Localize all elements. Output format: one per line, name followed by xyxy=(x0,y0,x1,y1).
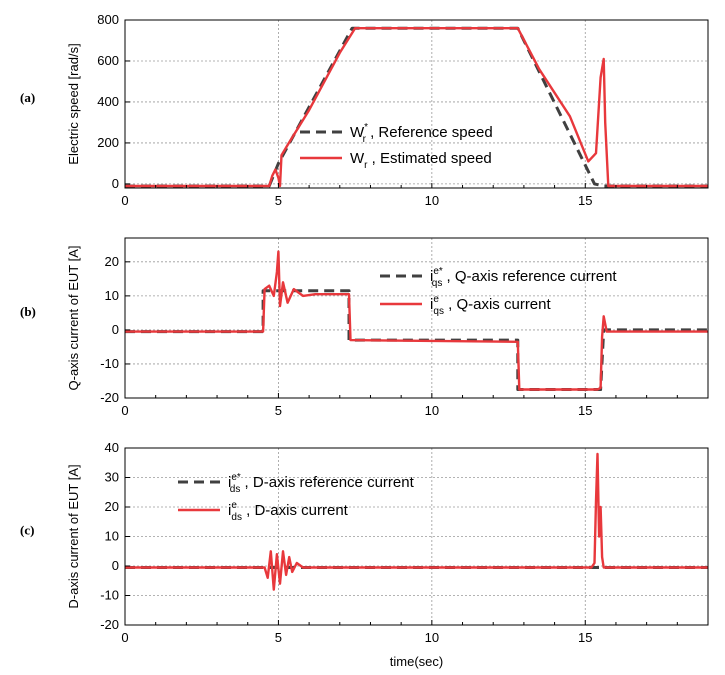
x-tick-label: 10 xyxy=(425,630,439,645)
legend: ie* qs , Q-axis reference current ie qs , Q… xyxy=(380,266,617,317)
series-line-2 xyxy=(125,27,708,188)
panel-b: 0 5 10 15 -20 -10 0 10 20 Q-axis current of EUT [… xyxy=(20,237,709,418)
series-line-2 xyxy=(125,452,708,591)
x-tick-label: 5 xyxy=(275,403,282,418)
legend-entry: Wr , Estimated speed xyxy=(350,150,492,171)
y-tick-label: 40 xyxy=(105,440,119,455)
x-tick-label: 15 xyxy=(578,403,592,418)
legend-entry: ie* ds , D-axis reference current xyxy=(228,472,415,495)
y-tick-label: 10 xyxy=(105,288,119,303)
y-axis-label: D-axis current of EUT [A] xyxy=(66,464,81,608)
legend-entry: ie qs , Q-axis current xyxy=(430,294,551,317)
panel-label: (c) xyxy=(20,523,34,538)
y-tick-label: 20 xyxy=(105,499,119,514)
y-tick-label: 20 xyxy=(105,254,119,269)
y-tick-label: 0 xyxy=(112,322,119,337)
y-tick-label: -10 xyxy=(100,356,119,371)
y-tick-label: -20 xyxy=(100,617,119,632)
y-tick-label: 0 xyxy=(112,558,119,573)
y-tick-label: -10 xyxy=(100,588,119,603)
y-tick-label: 400 xyxy=(97,94,119,109)
legend-entry: W* r , Reference speed xyxy=(350,122,493,145)
y-axis-label: Electric speed [rad/s] xyxy=(66,43,81,164)
y-tick-label: 600 xyxy=(97,53,119,68)
series-line-2 xyxy=(125,250,708,391)
y-tick-label: 10 xyxy=(105,529,119,544)
x-tick-label: 5 xyxy=(275,193,282,208)
y-tick-label: 30 xyxy=(105,470,119,485)
x-axis-label: time(sec) xyxy=(390,654,443,669)
y-tick-label: -20 xyxy=(100,390,119,405)
x-tick-label: 15 xyxy=(578,630,592,645)
plot-frame xyxy=(124,447,709,626)
plot-frame xyxy=(124,19,709,189)
y-tick-label: 800 xyxy=(97,12,119,27)
y-axis-label: Q-axis current of EUT [A] xyxy=(66,246,81,391)
legend-entry: ie* qs , Q-axis reference current xyxy=(430,266,617,289)
plot-frame xyxy=(124,237,709,399)
panel-c: 0 5 10 15 -20 -10 0 10 20 30 40 D-axis current of E… xyxy=(20,440,709,669)
legend: ie* ds , D-axis reference current ie ds , D… xyxy=(178,472,415,523)
x-tick-label: 5 xyxy=(275,630,282,645)
panel-label: (a) xyxy=(20,90,35,105)
panel-a: 0 5 10 15 0 200 400 600 800 Electric speed [rad/s… xyxy=(20,12,709,208)
x-tick-label: 0 xyxy=(121,630,128,645)
y-tick-label: 200 xyxy=(97,135,119,150)
panel-label: (b) xyxy=(20,304,36,319)
y-tick-label: 0 xyxy=(112,176,119,191)
x-tick-label: 0 xyxy=(121,403,128,418)
x-tick-label: 10 xyxy=(425,193,439,208)
x-tick-label: 15 xyxy=(578,193,592,208)
x-tick-label: 10 xyxy=(425,403,439,418)
x-tick-label: 0 xyxy=(121,193,128,208)
legend-entry: ie ds , D-axis current xyxy=(228,500,349,523)
legend: W* r , Reference speed Wr , Estimated spee… xyxy=(300,122,493,171)
